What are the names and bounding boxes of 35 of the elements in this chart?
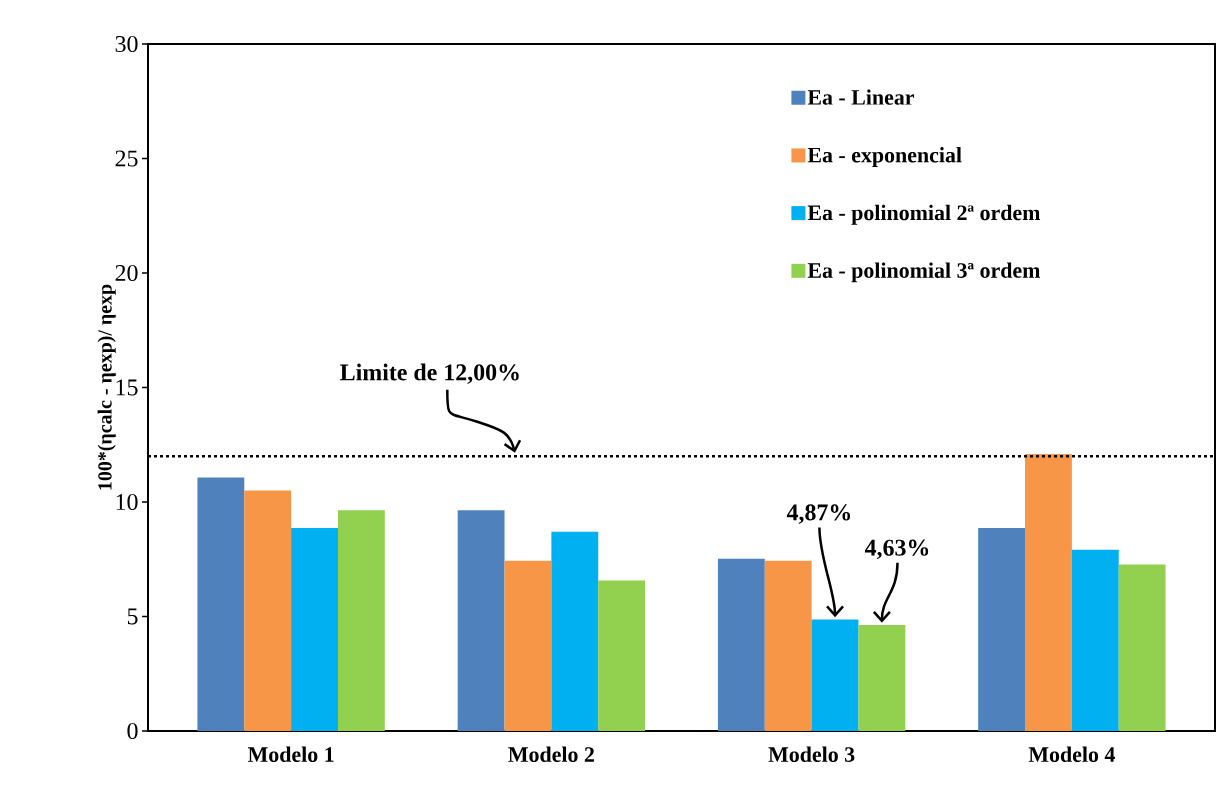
legend-label: Ea - polinomial 3ª ordem: [807, 262, 1041, 283]
ref-line-label: Limite de 12,00%: [340, 363, 519, 384]
legend-label: Ea - polinomial 2ª ordem: [807, 204, 1041, 225]
bar: [978, 527, 1026, 731]
bar: [551, 531, 599, 731]
y-axis-title: 100*(ηcalc - ηexp)/ ηexp: [97, 284, 116, 490]
y-tick-label: 25: [115, 150, 138, 167]
annotation: 4,87%: [786, 504, 851, 524]
y-tick-label: 15: [116, 379, 138, 396]
bar: [1118, 564, 1166, 731]
bar: [504, 560, 552, 731]
y-tick-label: 30: [115, 35, 138, 53]
x-tick-label: Modelo 1: [247, 746, 334, 762]
x-tick-label: Modelo 4: [1028, 746, 1115, 762]
y-tick-label: 0: [127, 722, 138, 740]
bar: [337, 510, 385, 731]
bar: [717, 558, 765, 731]
x-tick-label: Modelo 3: [768, 746, 855, 762]
bar: [1025, 453, 1072, 731]
bar: [598, 580, 646, 731]
y-tick-label: 10: [116, 493, 138, 511]
legend-label: Ea - Linear: [807, 89, 915, 105]
bar: [764, 560, 812, 731]
bar: [1071, 549, 1119, 731]
y-tick-label: 5: [127, 608, 138, 625]
bar: [457, 510, 505, 731]
annotation: 4,63%: [864, 539, 929, 560]
bar: [811, 619, 859, 731]
bar: [244, 490, 292, 731]
x-tick-label: Modelo 2: [508, 746, 594, 762]
bar: [291, 527, 338, 731]
bar: [197, 477, 245, 731]
legend-label: Ea - exponencial: [807, 147, 962, 167]
bar: [858, 624, 906, 731]
y-tick-label: 20: [115, 264, 138, 282]
